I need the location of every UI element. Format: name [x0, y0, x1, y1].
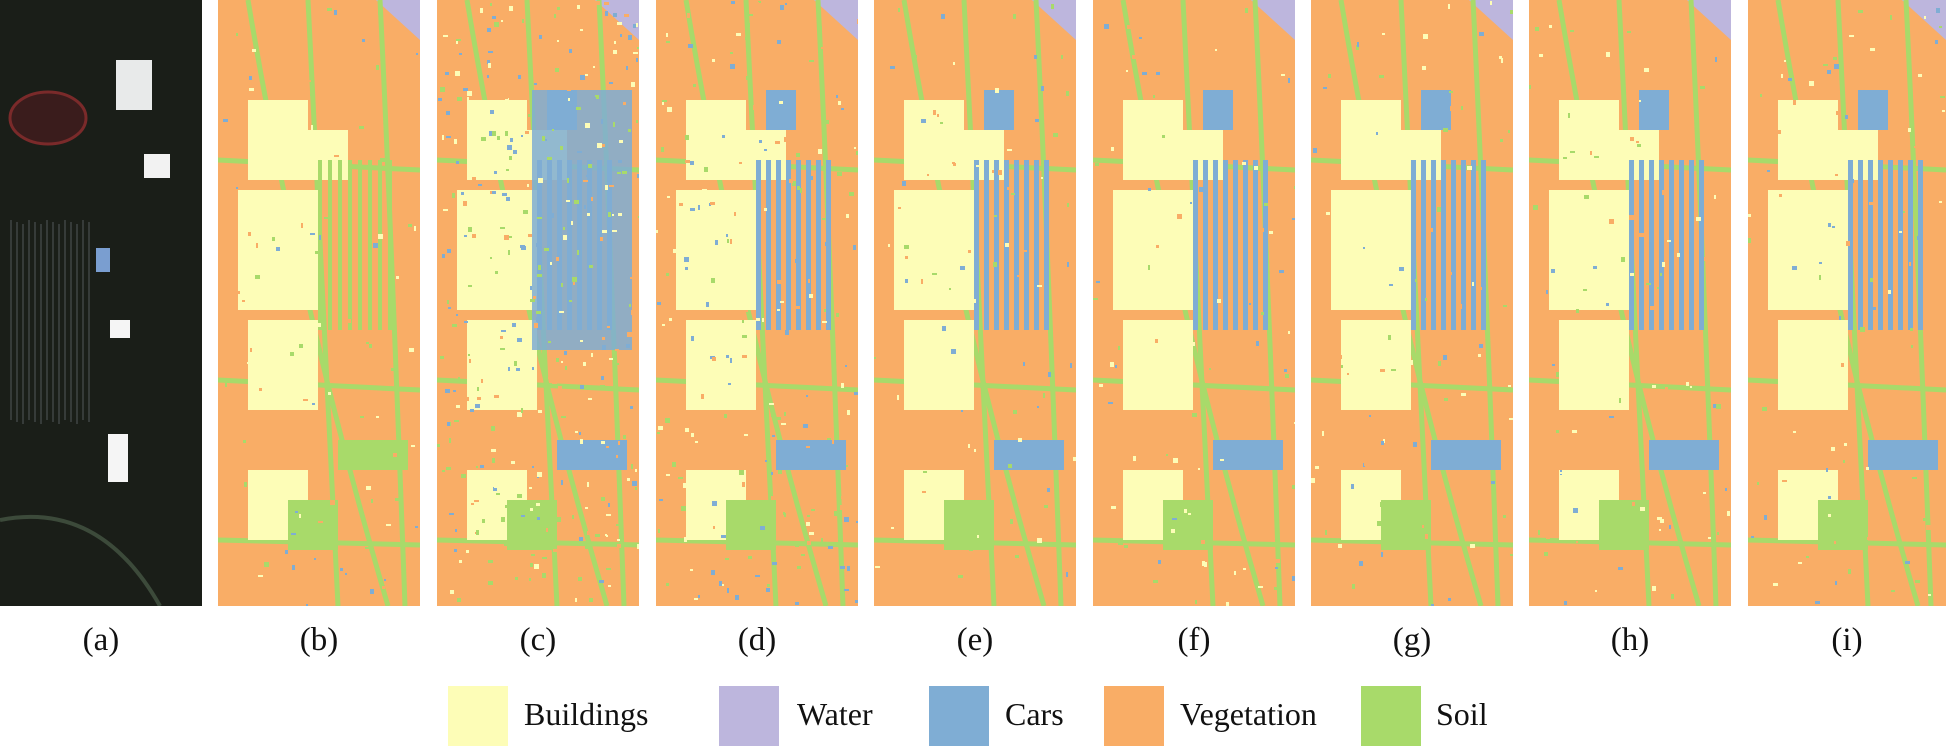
caption-e: (e)	[956, 622, 994, 658]
panel-f-classification-map	[1093, 0, 1295, 606]
caption-h: (h)	[1610, 622, 1650, 658]
legend-label-vegetation: Vegetation	[1180, 696, 1317, 732]
legend-swatch-vegetation	[1104, 686, 1164, 746]
panel-e-classification-map	[874, 0, 1076, 606]
legend-swatch-soil	[1361, 686, 1421, 746]
caption-b: (b)	[299, 622, 339, 658]
legend-label-buildings: Buildings	[524, 696, 649, 732]
panel-g-classification-map	[1311, 0, 1513, 606]
legend: Buildings Water Cars Vegetation Soil	[0, 686, 1946, 748]
panel-b-classification-map	[218, 0, 420, 606]
panel-h-classification-map	[1529, 0, 1731, 606]
caption-f: (f)	[1177, 622, 1211, 658]
panel-c-classification-map	[437, 0, 639, 606]
legend-swatch-buildings	[448, 686, 508, 746]
legend-label-water: Water	[797, 696, 873, 732]
caption-c: (c)	[519, 622, 557, 658]
panel-a-rgb-image	[0, 0, 202, 606]
legend-label-soil: Soil	[1436, 696, 1488, 732]
caption-i: (i)	[1831, 622, 1863, 658]
legend-swatch-water	[719, 686, 779, 746]
legend-swatch-cars	[929, 686, 989, 746]
caption-a: (a)	[82, 622, 120, 658]
panel-d-classification-map	[656, 0, 858, 606]
caption-g: (g)	[1392, 622, 1432, 658]
legend-label-cars: Cars	[1005, 696, 1064, 732]
caption-d: (d)	[737, 622, 777, 658]
panel-i-classification-map	[1748, 0, 1946, 606]
